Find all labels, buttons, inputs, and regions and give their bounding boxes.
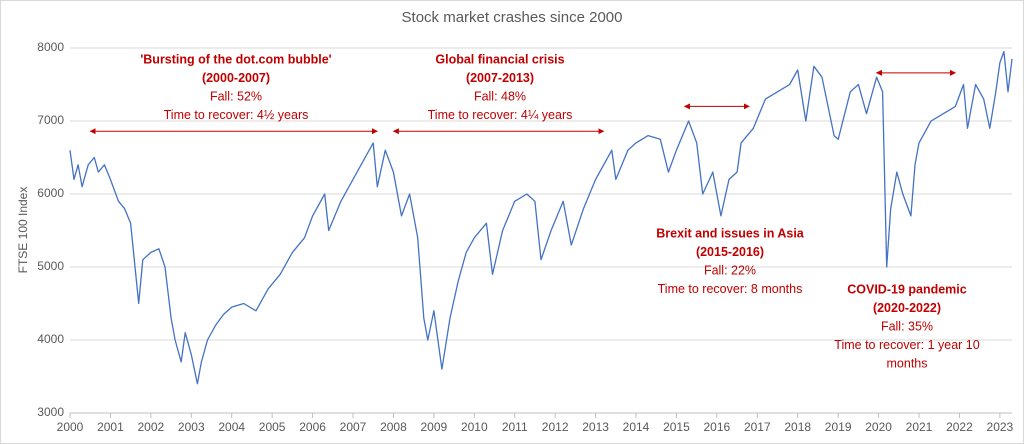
x-tick-label: 2019 xyxy=(825,420,852,434)
y-tick-label: 3000 xyxy=(37,405,64,419)
x-tick-label: 2009 xyxy=(421,420,448,434)
x-tick-label: 2023 xyxy=(987,420,1014,434)
line-series xyxy=(69,50,1013,385)
x-tick-label: 2021 xyxy=(906,420,933,434)
y-tick-label: 6000 xyxy=(37,186,64,200)
y-tick-label: 8000 xyxy=(37,40,64,54)
x-tick-label: 2011 xyxy=(502,420,528,434)
annotation-text: Fall: 52% xyxy=(210,89,262,103)
x-tick-label: 2004 xyxy=(218,420,245,434)
x-tick-label: 2014 xyxy=(623,420,650,434)
x-tick-label: 2017 xyxy=(744,420,771,434)
annotation-text: (2007-2013) xyxy=(466,71,534,85)
x-tick-label: 2015 xyxy=(663,420,690,434)
x-tick-label: 2001 xyxy=(97,420,124,434)
annotation-text: Time to recover: 8 months xyxy=(658,282,803,296)
x-tick-label: 2016 xyxy=(704,420,731,434)
annotation-text: (2015-2016) xyxy=(696,245,764,259)
annotation-text: Fall: 22% xyxy=(704,263,756,277)
x-tick-label: 2006 xyxy=(299,420,326,434)
x-tick-label: 2022 xyxy=(946,420,973,434)
annotation-text: Fall: 35% xyxy=(881,319,933,333)
x-tick-label: 2007 xyxy=(340,420,367,434)
y-tick-label: 5000 xyxy=(37,259,64,273)
annotation-text: months xyxy=(887,356,928,370)
x-tick-label: 2010 xyxy=(461,420,488,434)
annotation-text: Fall: 48% xyxy=(474,89,526,103)
annotation-text: (2000-2007) xyxy=(202,71,270,85)
x-tick-label: 2012 xyxy=(542,420,569,434)
annotation-text: 'Bursting of the dot.com bubble' xyxy=(140,52,331,66)
annotation-text: Time to recover: 4½ years xyxy=(164,108,309,122)
annotation-text: (2020-2022) xyxy=(873,301,941,315)
y-tick-label: 4000 xyxy=(37,332,64,346)
x-tick-label: 2002 xyxy=(138,420,165,434)
chart-title: Stock market crashes since 2000 xyxy=(402,9,623,26)
annotation-text: Time to recover: 1 year 10 xyxy=(834,338,979,352)
x-tick-label: 2008 xyxy=(380,420,407,434)
y-tick-label: 7000 xyxy=(37,113,64,127)
x-tick-label: 2005 xyxy=(259,420,286,434)
x-tick-label: 2020 xyxy=(865,420,892,434)
x-tick-label: 2018 xyxy=(784,420,811,434)
annotation-text: Time to recover: 4¼ years xyxy=(428,108,573,122)
y-axis-title: FTSE 100 Index xyxy=(16,187,30,274)
x-tick-label: 2000 xyxy=(57,420,84,434)
x-tick-label: 2013 xyxy=(582,420,609,434)
annotation-text: Brexit and issues in Asia xyxy=(656,226,805,240)
x-tick-label: 2003 xyxy=(178,420,205,434)
annotation-text: COVID-19 pandemic xyxy=(847,282,967,296)
annotation-text: Global financial crisis xyxy=(435,52,564,66)
